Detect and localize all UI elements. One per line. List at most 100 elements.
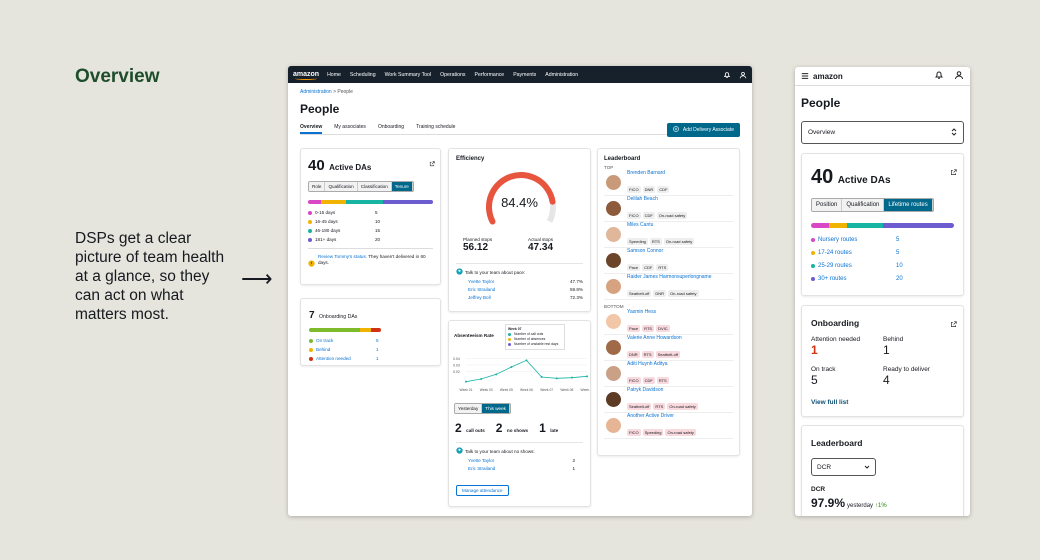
stat-number: 2 [495,421,503,435]
pill-group: FICO CDF RTS [627,369,671,387]
avatar [606,418,621,433]
menu-icon[interactable] [801,67,809,85]
no-show-person-link[interactable]: Eric Strailand [468,466,496,471]
toggle-this-week[interactable]: This week [482,404,510,413]
onboarding-row-label[interactable]: On track [316,338,334,343]
view-full-list-link[interactable]: View full list [811,399,849,406]
leaderboard-name-link[interactable]: Valerie Anne Howardson [627,334,682,341]
leaderboard-name-link[interactable]: Miles Cantu [627,221,654,228]
external-link-icon[interactable] [950,163,957,181]
routes-label[interactable]: 30+ routes [818,275,847,282]
routes-bar-seg-2 [828,223,847,228]
routes-label[interactable]: Nursery routes [818,236,858,243]
filter-qualification[interactable]: Qualification [325,182,358,191]
no-show-value: 2 [572,458,575,463]
amazon-logo[interactable]: amazon [813,71,843,81]
metric-pill: CDF [657,185,670,193]
leaderboard-name-link[interactable]: Another Active Driver [627,412,674,419]
legend-dot [811,263,815,268]
filter-lifetime-routes[interactable]: Lifetime routes [884,199,933,211]
add-delivery-associate-button[interactable]: Add Delivery Associate [666,123,740,137]
filter-classification[interactable]: Classification [357,182,392,191]
leaderboard-row: Miles Cantu Speeding RTS On-road safety [604,222,733,248]
pace-row: Eric Strailand 59.8% [468,287,583,292]
user-icon[interactable] [739,71,747,79]
review-status-link[interactable]: Review Tommy's status. [318,254,368,259]
plus-icon [672,126,679,134]
y-tick-label: 0.03 [453,364,460,368]
pace-list: Talk to your team about pace: Yvette Tay… [456,263,583,300]
leaderboard-name-link[interactable]: Brenden Barnard [627,169,666,176]
leaderboard-name-link[interactable]: Delilah Beach [627,195,658,202]
tab-my-associates[interactable]: My associates [334,124,366,130]
data-point [586,375,588,378]
review-notice: Review Tommy's status. They haven't deli… [308,248,433,272]
nav-performance[interactable]: Performance [474,71,505,78]
pace-talk-label: Talk to your team about pace: [465,269,526,275]
filter-qualification[interactable]: Qualification [842,199,885,211]
filter-role[interactable]: Role [309,182,326,191]
no-show-person-link[interactable]: Yvette Taylor [468,458,495,463]
nav-administration[interactable]: Administration [545,71,579,78]
leaderboard-name-link[interactable]: Samson Connor [627,247,664,254]
tenure-row: 0-15 days 5 [308,208,433,217]
nav-operations[interactable]: Operations [440,71,466,78]
user-icon[interactable] [954,67,964,85]
filter-tenure[interactable]: Tenure [391,182,413,191]
pace-row: Yvette Taylor 47.7% [468,279,583,284]
amazon-logo[interactable]: amazon [293,71,320,80]
nav-scheduling[interactable]: Scheduling [349,71,376,78]
routes-label[interactable]: 25-29 routes [818,262,852,269]
pace-person-link[interactable]: Eric Strailand [468,287,496,292]
nav-payments[interactable]: Payments [513,71,537,78]
tenure-label: 0-15 days [315,210,336,215]
leaderboard-name-link[interactable]: Raider James Harmonsuperlongname [627,273,712,280]
avatar [606,227,621,242]
bell-icon[interactable] [723,71,731,79]
pace-person-link[interactable]: Yvette Taylor [468,279,495,284]
overview-select[interactable]: Overview [801,121,964,144]
on-track-value: 5 [811,373,818,387]
leaderboard-name-link[interactable]: Yasmin Hess [627,308,657,315]
routes-label[interactable]: 17-24 routes [818,249,852,256]
legend-dot [308,228,312,233]
nav-work-summary-tool[interactable]: Work Summary Tool [384,71,432,78]
nav-home[interactable]: Home [327,71,341,78]
manage-attendance-button[interactable]: Manage attendance [456,485,509,496]
bell-icon[interactable] [934,67,944,85]
routes-row: 30+ routes 20 [811,272,954,285]
tenure-value: 5 [375,210,378,215]
legend-dot [309,347,313,352]
no-shows-talk-label: Talk to your team about no shows: [465,448,535,454]
onboarding-row: Attention needed 1 [309,354,433,363]
filter-position[interactable]: Position [812,199,843,211]
breadcrumb-separator: > [333,89,336,95]
onboarding-row-label[interactable]: Behind [316,347,331,352]
tab-onboarding[interactable]: Onboarding [377,124,405,130]
metric-pill: RTS [656,263,669,271]
data-point [510,366,513,368]
breadcrumb-administration[interactable]: Administration [300,89,332,95]
leaderboard-row: Raider James Harmonsuperlongname Seatbelt… [604,274,733,300]
leaderboard-name-link[interactable]: Aditi Huynh Aditya [627,360,668,367]
leaderboard-name-link[interactable]: Patryk Davidson [627,386,664,393]
external-link-icon[interactable] [950,315,957,333]
tooltip-label: Number of unstable rest days [514,342,559,346]
metric-pill: RTS [641,350,654,358]
external-link-icon[interactable] [429,154,435,172]
tenure-bar [308,200,433,204]
tenure-label: 16-45 days [315,219,338,224]
tab-overview[interactable]: Overview [300,124,323,134]
onboarding-row-label[interactable]: Attention needed [316,356,351,361]
routes-value: 5 [896,249,900,256]
efficiency-title: Efficiency [456,156,485,162]
toggle-yesterday[interactable]: Yesterday [455,404,483,413]
metric-select[interactable]: DCR [811,458,876,476]
tab-training-schedule[interactable]: Training schedule [416,124,456,130]
stat-late: 1 late [539,419,558,437]
routes-bar-seg-3 [846,223,883,228]
planned-stops: Planned stops 56.12 [463,237,492,253]
pace-person-link[interactable]: Jeffrey Boll [468,295,491,300]
avatar [606,201,621,216]
metric-pill: FICO [627,428,641,436]
